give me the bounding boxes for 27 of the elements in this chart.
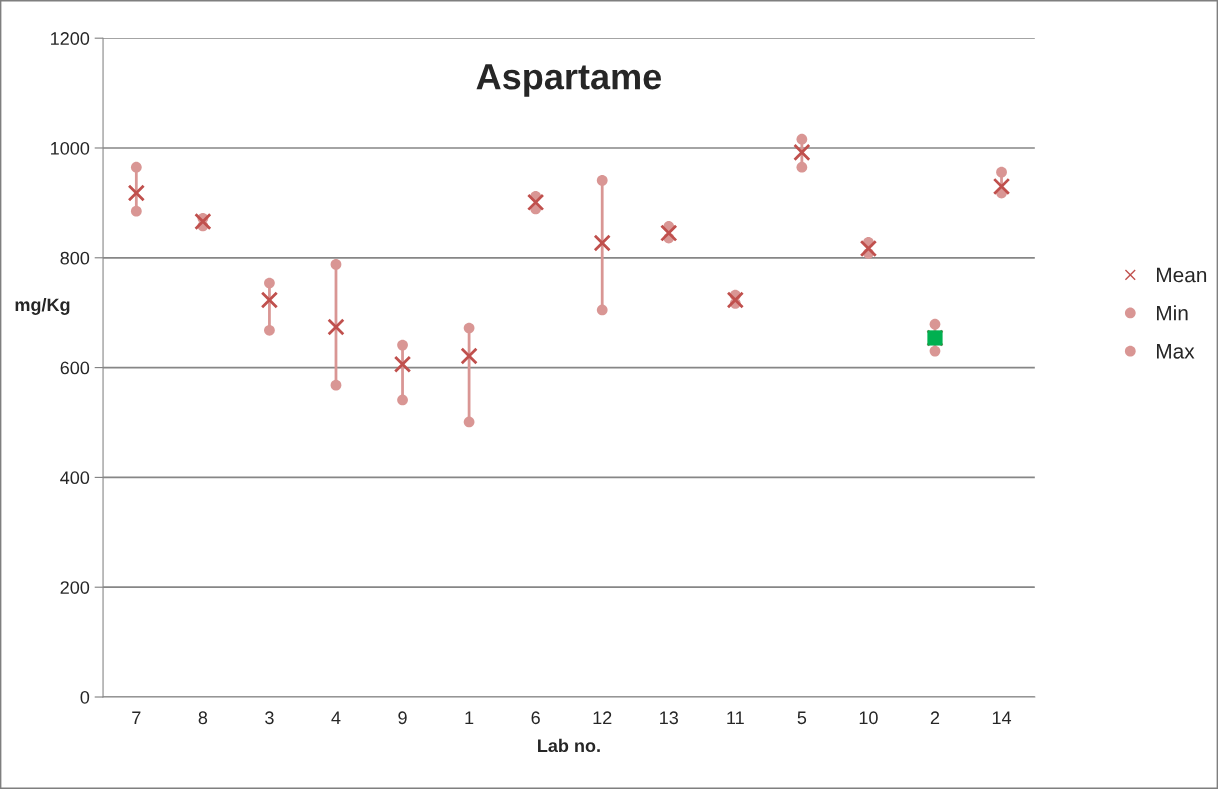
x-tick-label: 2 — [930, 711, 940, 724]
x-tick-label: 4 — [331, 711, 341, 724]
x-tick-label: 10 — [859, 711, 878, 725]
y-axis-title: mg/Kg — [15, 297, 70, 315]
x-tick-label: 12 — [593, 711, 612, 724]
x-tick-label: 14 — [992, 711, 1012, 724]
y-tick-label: 800 — [60, 251, 90, 265]
x-tick-label: 11 — [727, 711, 744, 724]
x-tick-label: 9 — [398, 711, 407, 725]
y-tick-label: 200 — [60, 581, 90, 594]
x-axis-title: Lab no. — [538, 738, 600, 753]
y-tick-label: 400 — [60, 471, 90, 485]
text: Aspartame — [476, 64, 662, 97]
y-tick-label: 600 — [60, 361, 90, 375]
legend-label: Min — [1157, 305, 1188, 321]
x-tick-label: 13 — [660, 711, 679, 725]
x-tick-label: 5 — [797, 711, 807, 725]
x-tick-label: 1 — [465, 711, 474, 724]
x-tick-label: 3 — [265, 711, 274, 725]
y-tick-label: 0 — [80, 690, 90, 704]
y-tick-label: 1000 — [51, 141, 90, 155]
legend-label: Max — [1157, 344, 1195, 359]
x-tick-label: 7 — [132, 711, 141, 724]
legend-label: Mean — [1157, 267, 1207, 283]
y-tick-label: 1200 — [51, 32, 90, 45]
x-tick-label: 8 — [198, 711, 208, 725]
x-tick-label: 6 — [531, 711, 540, 725]
